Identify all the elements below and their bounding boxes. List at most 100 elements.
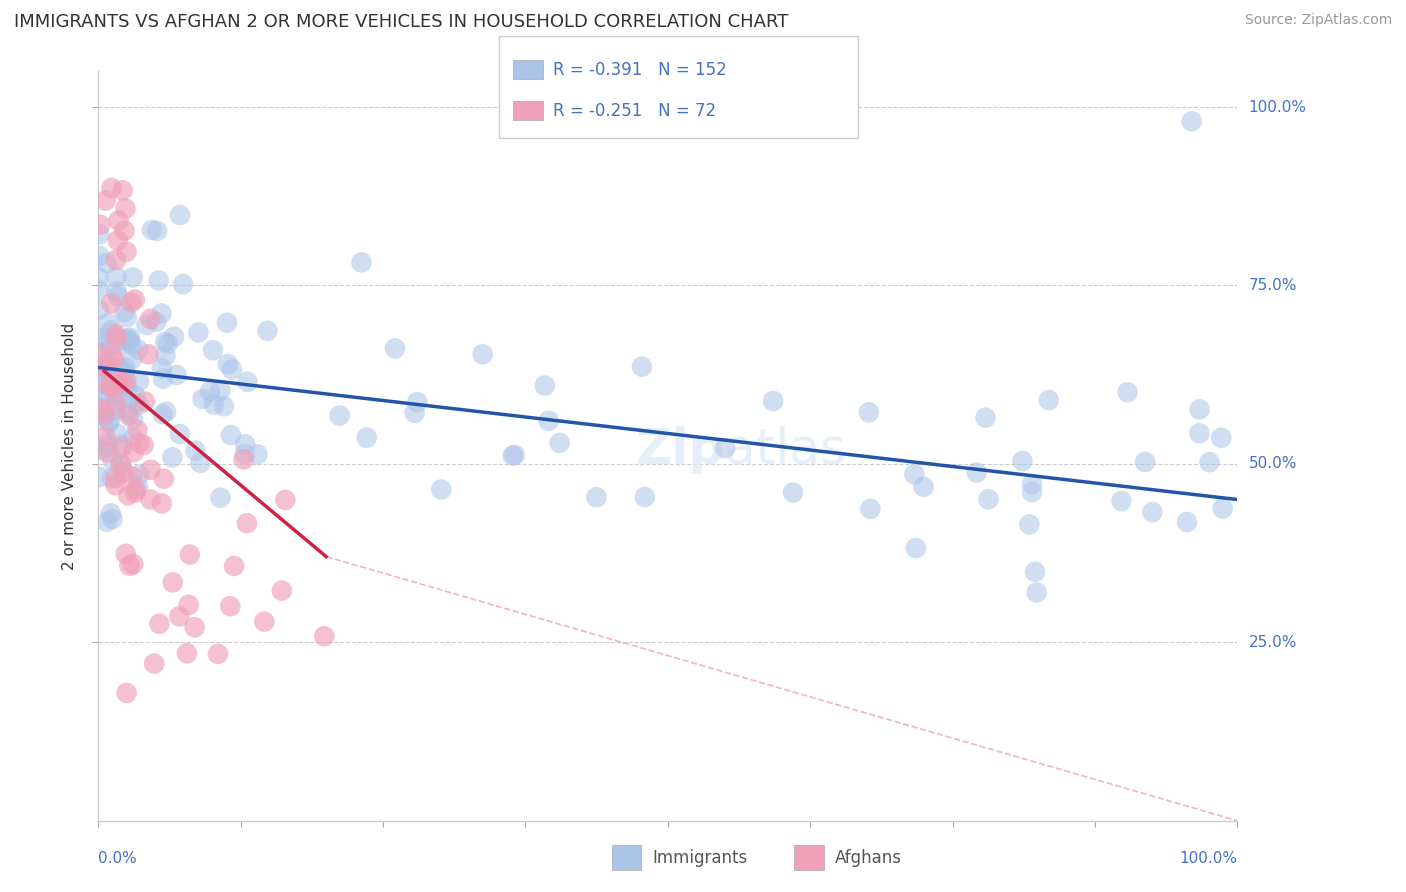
- Point: [202, 397, 225, 411]
- Text: IMMIGRANTS VS AFGHAN 2 OR MORE VEHICLES IN HOUSEHOLD CORRELATION CHART: IMMIGRANTS VS AFGHAN 2 OR MORE VEHICLES …: [14, 13, 789, 31]
- Point: [118, 331, 141, 345]
- Point: [912, 480, 935, 494]
- Point: [104, 471, 127, 485]
- Point: [118, 558, 141, 573]
- Point: [207, 647, 229, 661]
- Point: [1038, 392, 1060, 407]
- Point: [100, 471, 122, 485]
- Point: [122, 557, 145, 571]
- Point: [105, 327, 128, 342]
- Point: [143, 657, 166, 671]
- Point: [89, 218, 111, 232]
- Point: [104, 396, 127, 410]
- Point: [100, 380, 122, 394]
- Point: [89, 346, 111, 360]
- Point: [121, 270, 143, 285]
- Point: [150, 306, 173, 320]
- Point: [128, 398, 150, 412]
- Point: [146, 224, 169, 238]
- Point: [1021, 477, 1043, 491]
- Point: [1116, 385, 1139, 400]
- Point: [135, 318, 157, 332]
- Point: [122, 412, 145, 426]
- Point: [115, 686, 138, 700]
- Point: [118, 334, 141, 348]
- Point: [90, 331, 112, 345]
- Point: [115, 244, 138, 259]
- Point: [221, 362, 243, 376]
- Point: [114, 224, 136, 238]
- Point: [134, 394, 156, 409]
- Point: [127, 343, 149, 357]
- Point: [104, 399, 127, 413]
- Point: [139, 463, 162, 477]
- Text: 50.0%: 50.0%: [1249, 457, 1296, 471]
- Point: [162, 450, 184, 465]
- Point: [89, 332, 111, 346]
- Point: [117, 404, 139, 418]
- Point: [107, 338, 129, 352]
- Point: [150, 361, 173, 376]
- Point: [103, 389, 125, 403]
- Point: [114, 366, 136, 380]
- Point: [91, 387, 114, 401]
- Text: 75.0%: 75.0%: [1249, 278, 1296, 293]
- Point: [118, 408, 141, 422]
- Point: [89, 249, 111, 263]
- Point: [100, 368, 122, 382]
- Point: [212, 399, 235, 413]
- Point: [166, 368, 188, 382]
- Point: [201, 343, 224, 358]
- Point: [631, 359, 654, 374]
- Point: [101, 453, 124, 467]
- Point: [97, 416, 120, 430]
- Point: [384, 342, 406, 356]
- Point: [112, 334, 135, 348]
- Point: [1018, 517, 1040, 532]
- Point: [233, 437, 256, 451]
- Point: [111, 437, 134, 451]
- Point: [104, 252, 127, 267]
- Point: [145, 315, 167, 329]
- Point: [350, 255, 373, 269]
- Point: [117, 382, 139, 396]
- Point: [217, 357, 239, 371]
- Text: Afghans: Afghans: [835, 848, 903, 866]
- Point: [177, 598, 200, 612]
- Point: [191, 392, 214, 406]
- Point: [121, 469, 143, 483]
- Point: [176, 646, 198, 660]
- Point: [1175, 515, 1198, 529]
- Text: 100.0%: 100.0%: [1180, 851, 1237, 866]
- Point: [274, 493, 297, 508]
- Point: [219, 428, 242, 442]
- Y-axis label: 2 or more Vehicles in Household: 2 or more Vehicles in Household: [62, 322, 77, 570]
- Point: [232, 452, 254, 467]
- Point: [101, 512, 124, 526]
- Point: [1021, 485, 1043, 500]
- Point: [162, 575, 184, 590]
- Point: [782, 485, 804, 500]
- Point: [966, 466, 988, 480]
- Text: 100.0%: 100.0%: [1249, 100, 1306, 114]
- Point: [91, 359, 114, 373]
- Point: [169, 609, 191, 624]
- Point: [108, 387, 131, 401]
- Text: 25.0%: 25.0%: [1249, 635, 1296, 649]
- Point: [89, 227, 111, 242]
- Point: [96, 515, 118, 529]
- Point: [89, 442, 111, 457]
- Point: [107, 213, 129, 227]
- Point: [163, 329, 186, 343]
- Point: [98, 343, 121, 357]
- Point: [98, 326, 121, 341]
- Point: [89, 470, 111, 484]
- Point: [105, 269, 128, 284]
- Point: [124, 293, 146, 307]
- Point: [253, 615, 276, 629]
- Point: [859, 501, 882, 516]
- Point: [329, 409, 352, 423]
- Point: [100, 507, 122, 521]
- Point: [89, 401, 111, 416]
- Point: [94, 194, 117, 208]
